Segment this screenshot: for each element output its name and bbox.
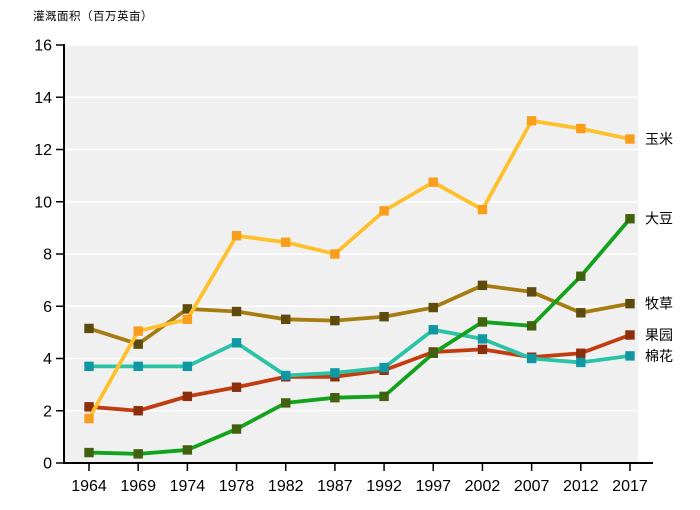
series-marker-soybean: [281, 398, 291, 408]
series-marker-soybean: [133, 449, 143, 459]
series-marker-corn: [231, 231, 242, 241]
y-tick-label: 6: [43, 299, 52, 316]
series-marker-hay: [133, 339, 143, 349]
series-marker-soybean: [379, 391, 389, 402]
series-marker-orchard: [576, 348, 586, 358]
x-tick-label: 1982: [268, 478, 304, 495]
series-marker-hay: [330, 315, 340, 326]
series-marker-cotton: [526, 353, 537, 364]
x-tick-label: 1978: [219, 478, 255, 495]
series-marker-corn: [526, 116, 537, 126]
series-marker-cotton: [281, 370, 291, 381]
y-tick-label: 14: [34, 90, 52, 107]
series-marker-hay: [576, 308, 586, 318]
series-marker-hay: [428, 302, 438, 313]
series-marker-soybean: [428, 348, 438, 358]
x-tick-label: 1997: [415, 478, 451, 495]
series-marker-corn: [281, 237, 291, 247]
series-marker-soybean: [576, 271, 586, 281]
series-marker-cotton: [625, 351, 635, 361]
x-tick-label: 1969: [120, 478, 156, 495]
y-tick-label: 0: [43, 456, 52, 473]
series-marker-hay: [281, 314, 291, 325]
series-marker-hay: [231, 306, 242, 317]
y-tick-label: 2: [43, 403, 52, 420]
y-tick-label: 12: [34, 142, 52, 159]
series-marker-orchard: [84, 402, 94, 412]
series-line-cotton: [87, 327, 632, 378]
series-marker-cotton: [84, 361, 94, 372]
series-label-corn: 玉米: [645, 131, 673, 147]
series-marker-cotton: [379, 362, 389, 373]
y-tick-label: 16: [34, 38, 52, 55]
series-marker-orchard: [182, 391, 193, 402]
y-tick-label: 4: [43, 351, 52, 368]
series-marker-soybean: [625, 214, 635, 224]
series-marker-hay: [84, 323, 94, 334]
x-tick-label: 1987: [317, 478, 353, 495]
series-line-hay: [87, 283, 632, 347]
series-marker-cotton: [133, 361, 143, 372]
series-marker-corn: [133, 326, 143, 336]
series-marker-cotton: [182, 361, 193, 372]
series-marker-orchard: [625, 330, 635, 340]
series-label-soybean: 大豆: [645, 211, 673, 227]
series-line-corn: [87, 118, 632, 421]
series-marker-corn: [182, 314, 193, 325]
series-label-orchard: 果园: [645, 327, 673, 343]
series-line-orchard: [87, 333, 632, 413]
x-tick-label: 1974: [170, 478, 206, 495]
y-tick-label: 10: [34, 194, 52, 211]
series-marker-soybean: [182, 445, 193, 455]
series-marker-hay: [526, 287, 537, 297]
x-tick-label: 1992: [366, 478, 402, 495]
series-marker-corn: [477, 204, 488, 215]
y-tick-label: 8: [43, 247, 52, 264]
series-marker-cotton: [477, 334, 488, 344]
series-marker-cotton: [330, 368, 340, 378]
series-line-soybean: [87, 216, 632, 456]
series-marker-corn: [84, 413, 94, 424]
x-tick-label: 1964: [71, 478, 107, 495]
series-marker-soybean: [526, 321, 537, 331]
series-marker-corn: [625, 134, 635, 144]
x-tick-label: 2002: [465, 478, 501, 495]
x-tick-label: 2012: [563, 478, 599, 495]
series-marker-hay: [477, 280, 488, 291]
series-marker-soybean: [231, 424, 242, 434]
series-marker-corn: [576, 123, 586, 134]
series-marker-soybean: [84, 447, 94, 458]
series-marker-corn: [330, 249, 340, 259]
series-marker-corn: [379, 206, 389, 216]
x-tick-label: 2017: [612, 478, 648, 495]
series-marker-hay: [625, 298, 635, 309]
series-marker-orchard: [231, 382, 242, 392]
series-marker-corn: [428, 177, 438, 187]
series-marker-soybean: [477, 317, 488, 327]
series-marker-cotton: [428, 325, 438, 335]
x-tick-label: 2007: [514, 478, 550, 495]
series-label-cotton: 棉花: [645, 348, 673, 364]
series-label-hay: 牧草: [645, 296, 673, 312]
y-axis-title: 灌溉面积（百万英亩）: [33, 11, 153, 23]
series-marker-cotton: [231, 338, 242, 348]
series-marker-orchard: [477, 344, 488, 355]
series-marker-soybean: [330, 392, 340, 403]
series-marker-hay: [379, 312, 389, 322]
series-marker-orchard: [133, 406, 143, 416]
series-marker-cotton: [576, 357, 586, 368]
series-marker-hay: [182, 304, 193, 314]
